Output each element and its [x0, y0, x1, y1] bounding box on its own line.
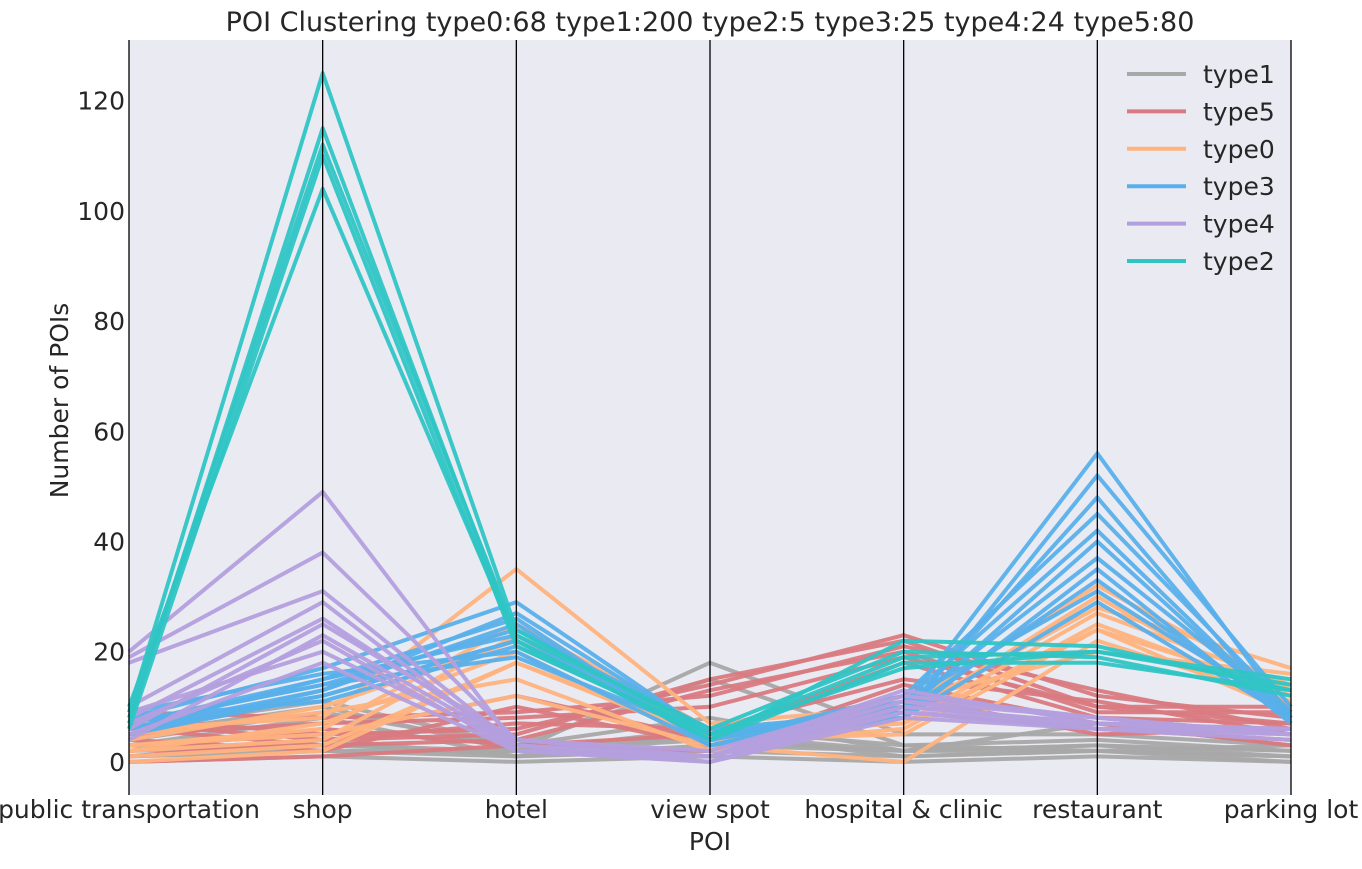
legend-item-type4: type4	[1127, 210, 1275, 239]
legend-label: type0	[1203, 135, 1275, 164]
x-tick-label: view spot	[650, 795, 770, 824]
x-tick-label: parking lot	[1224, 795, 1359, 824]
legend-item-type0: type0	[1127, 135, 1275, 164]
x-tick-label: hospital & clinic	[804, 795, 1003, 824]
x-axis-label: POI	[689, 827, 731, 856]
vertical-axes	[128, 40, 1292, 795]
legend-label: type2	[1203, 247, 1275, 276]
y-tick-label: 80	[93, 307, 125, 336]
y-tick-label: 100	[77, 197, 125, 226]
legend-label: type1	[1203, 60, 1275, 89]
x-tick-label: restaurant	[1032, 795, 1163, 824]
x-tick-label: public transportation	[0, 795, 260, 824]
legend-item-type5: type5	[1127, 97, 1275, 126]
y-tick-label: 0	[109, 748, 125, 777]
legend: type1 type5 type0 type3 type4 type2	[1127, 60, 1275, 276]
legend-item-type3: type3	[1127, 172, 1275, 201]
y-tick-label: 40	[93, 527, 125, 556]
legend-label: type3	[1203, 172, 1275, 201]
x-tick-label: hotel	[485, 795, 548, 824]
y-tick-label: 60	[93, 417, 125, 446]
x-tick-label: shop	[293, 795, 353, 824]
legend-item-type2: type2	[1127, 247, 1275, 276]
legend-item-type1: type1	[1127, 60, 1275, 89]
y-ticks: 0 20 40 60 80 100 120	[77, 87, 125, 777]
y-axis-label: Number of POIs	[45, 303, 74, 499]
legend-label: type5	[1203, 97, 1275, 126]
y-tick-label: 120	[77, 87, 125, 116]
legend-label: type4	[1203, 210, 1275, 239]
x-tick-labels: public transportation shop hotel view spot h…	[0, 795, 1358, 824]
y-tick-label: 20	[93, 638, 125, 667]
chart-title: POI Clustering type0:68 type1:200 type2:…	[226, 7, 1195, 38]
